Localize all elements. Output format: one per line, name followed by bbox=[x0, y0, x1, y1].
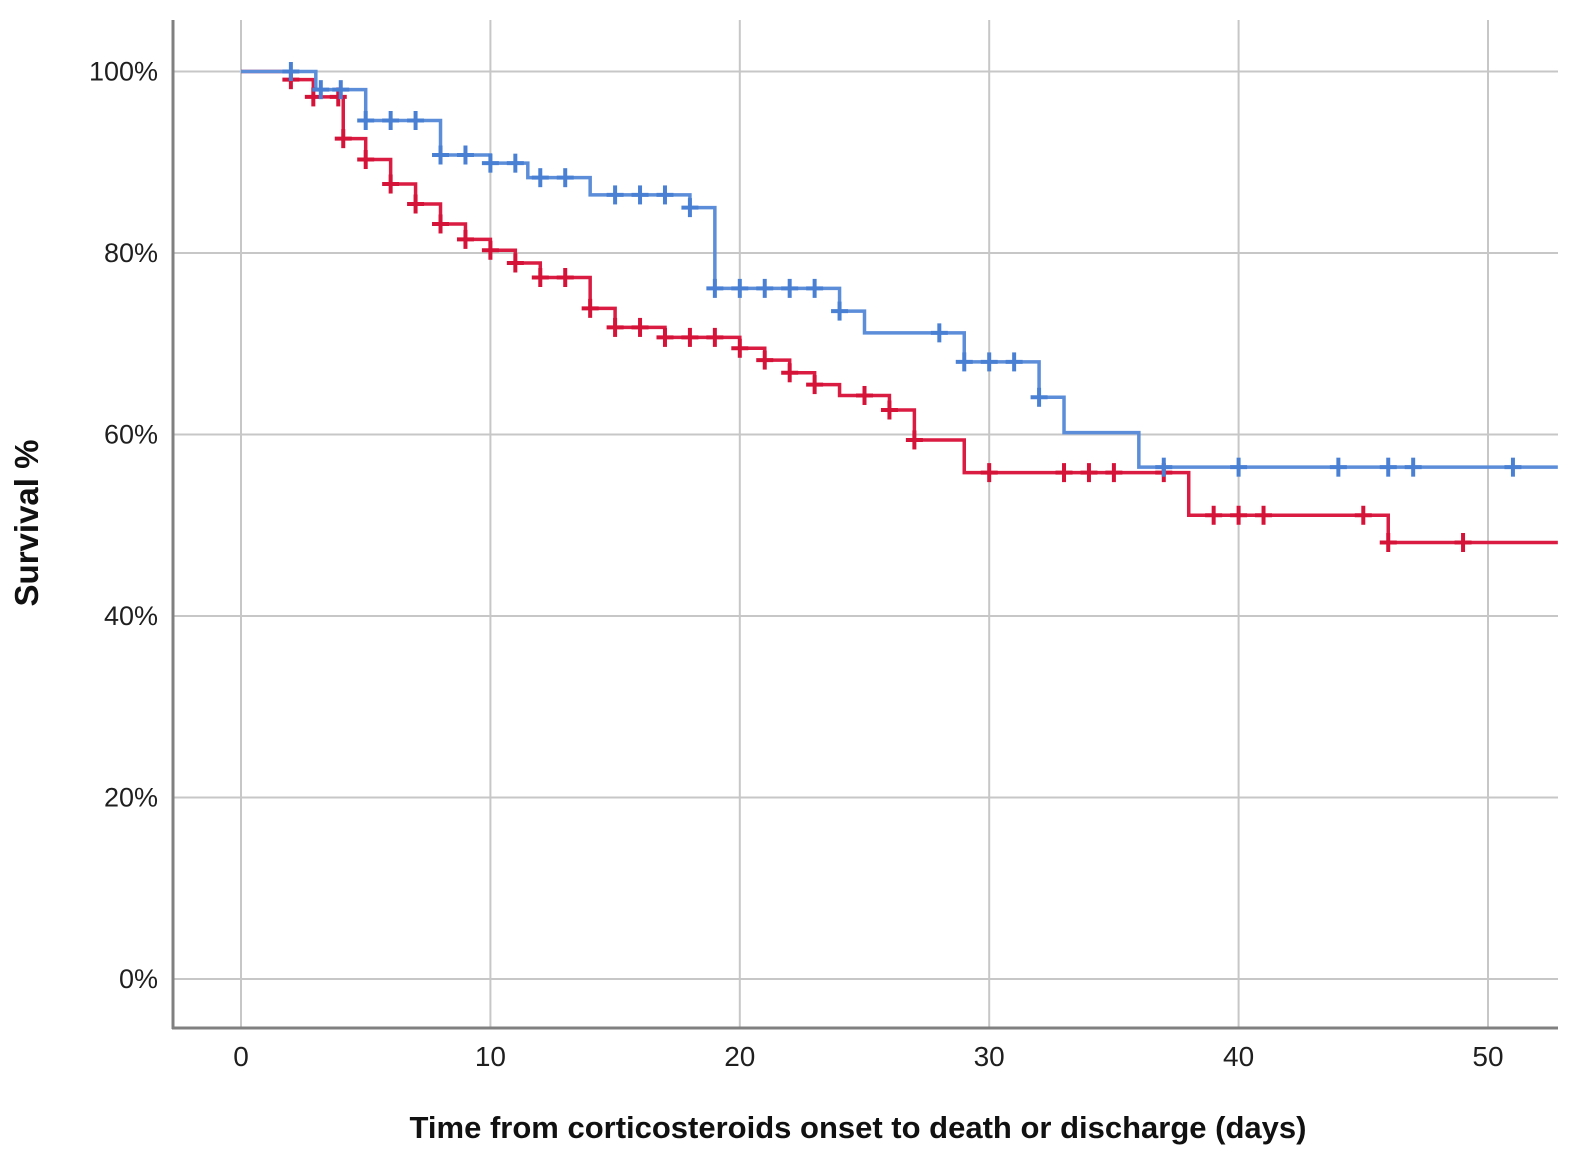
censor-mark-group-red bbox=[1454, 532, 1472, 552]
censor-mark-group-red bbox=[706, 327, 724, 347]
x-tick-label-20: 20 bbox=[724, 1041, 755, 1072]
censor-mark-group-red bbox=[1255, 505, 1273, 525]
censor-mark-group-red bbox=[1379, 532, 1397, 552]
censor-mark-group-blue bbox=[506, 153, 524, 173]
censor-mark-group-blue bbox=[1030, 387, 1048, 407]
x-tick-label-30: 30 bbox=[974, 1041, 1005, 1072]
censor-mark-group-red bbox=[1354, 505, 1372, 525]
axis-lines bbox=[171, 20, 1558, 1030]
censor-mark-group-blue bbox=[681, 198, 699, 218]
x-tick-label-40: 40 bbox=[1223, 1041, 1254, 1072]
y-tick-label-40: 40% bbox=[104, 601, 158, 631]
y-tick-label-100: 100% bbox=[89, 57, 158, 87]
censor-mark-group-blue bbox=[282, 62, 300, 81]
censor-mark-group-blue bbox=[1379, 457, 1397, 477]
censor-mark-group-red bbox=[905, 430, 923, 450]
censor-mark-group-blue bbox=[531, 168, 549, 188]
censor-mark-group-blue bbox=[1504, 457, 1522, 477]
y-tick-label-0: 0% bbox=[119, 964, 158, 994]
censor-mark-group-blue bbox=[556, 168, 574, 188]
y-axis-title: Survival % bbox=[8, 440, 45, 607]
censor-mark-group-blue bbox=[706, 278, 724, 298]
censor-mark-group-red bbox=[1230, 505, 1248, 525]
survival-curve-group-red bbox=[241, 69, 1558, 545]
censor-mark-group-red bbox=[407, 194, 425, 214]
censor-mark-group-blue bbox=[1329, 457, 1347, 477]
censor-mark-group-blue bbox=[756, 278, 774, 298]
censor-mark-group-blue bbox=[357, 111, 375, 131]
y-tick-label-60: 60% bbox=[104, 420, 158, 450]
censor-mark-group-red bbox=[606, 317, 624, 337]
censor-mark-group-red bbox=[1105, 463, 1123, 483]
censor-mark-group-blue bbox=[407, 111, 425, 131]
censor-mark-group-blue bbox=[781, 278, 799, 298]
censor-mark-group-red bbox=[731, 338, 749, 358]
censor-mark-group-red bbox=[382, 174, 400, 194]
censor-mark-group-red bbox=[656, 327, 674, 347]
x-tick-label-50: 50 bbox=[1472, 1041, 1503, 1072]
censor-marks bbox=[282, 62, 1522, 552]
gridlines bbox=[172, 20, 1558, 1028]
x-tick-label-0: 0 bbox=[233, 1041, 249, 1072]
censor-mark-group-blue bbox=[631, 185, 649, 205]
censor-mark-group-blue bbox=[1404, 457, 1422, 477]
censor-mark-group-red bbox=[756, 350, 774, 370]
x-axis-title: Time from corticosteroids onset to death… bbox=[410, 1110, 1307, 1145]
censor-mark-group-red bbox=[531, 268, 549, 288]
censor-mark-group-red bbox=[1205, 505, 1223, 525]
censor-mark-group-blue bbox=[312, 80, 330, 100]
censor-mark-group-blue bbox=[481, 153, 499, 173]
censor-mark-group-blue bbox=[930, 323, 948, 343]
censor-mark-group-red bbox=[781, 363, 799, 383]
censor-mark-group-red bbox=[631, 317, 649, 337]
censor-mark-group-red bbox=[357, 150, 375, 170]
censor-mark-group-blue bbox=[980, 352, 998, 372]
censor-mark-group-blue bbox=[806, 278, 824, 298]
y-tick-label-80: 80% bbox=[104, 238, 158, 268]
censor-mark-group-red bbox=[506, 253, 524, 273]
censor-mark-group-blue bbox=[831, 301, 849, 321]
axis-labels: Survival % Time from corticosteroids ons… bbox=[8, 57, 1504, 1146]
censor-mark-group-blue bbox=[1155, 457, 1173, 477]
censor-mark-group-red bbox=[806, 375, 824, 395]
censor-mark-group-blue bbox=[731, 278, 749, 298]
censor-mark-group-blue bbox=[656, 185, 674, 205]
censor-mark-group-red bbox=[334, 129, 352, 149]
censor-mark-group-blue bbox=[1005, 352, 1023, 372]
survival-curve-group-blue bbox=[241, 69, 1558, 469]
survival-curves bbox=[241, 69, 1558, 545]
censor-mark-group-red bbox=[1080, 463, 1098, 483]
censor-mark-group-blue bbox=[332, 80, 350, 100]
censor-mark-group-red bbox=[980, 463, 998, 483]
censor-mark-group-red bbox=[456, 229, 474, 249]
censor-mark-group-blue bbox=[456, 145, 474, 165]
censor-mark-group-red bbox=[1055, 463, 1073, 483]
y-tick-label-20: 20% bbox=[104, 783, 158, 813]
censor-mark-group-red bbox=[681, 327, 699, 347]
censor-mark-group-blue bbox=[606, 185, 624, 205]
censor-mark-group-red bbox=[856, 385, 873, 405]
censor-mark-group-blue bbox=[432, 145, 450, 165]
censor-mark-group-red bbox=[880, 400, 898, 420]
censor-mark-group-red bbox=[481, 240, 499, 260]
censor-mark-group-red bbox=[432, 214, 450, 234]
censor-mark-group-red bbox=[556, 268, 574, 288]
x-tick-label-10: 10 bbox=[475, 1041, 506, 1072]
censor-mark-group-blue bbox=[382, 111, 400, 131]
censor-mark-group-red bbox=[581, 298, 599, 318]
censor-mark-group-blue bbox=[1230, 457, 1248, 477]
censor-mark-group-blue bbox=[955, 352, 973, 372]
